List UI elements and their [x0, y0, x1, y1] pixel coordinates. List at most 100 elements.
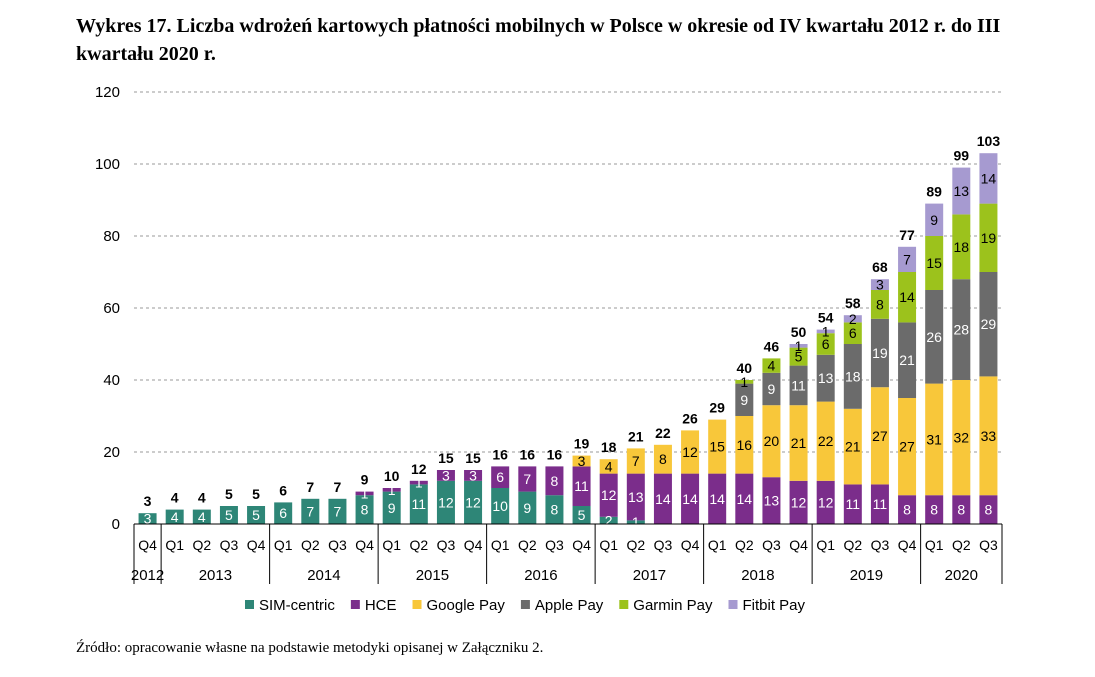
segment-label: 33 — [981, 428, 997, 444]
bar-segment-google-pay — [626, 448, 645, 474]
bar-segment-hce — [409, 480, 428, 485]
segment-label: 12 — [818, 494, 834, 510]
segment-label: 7 — [632, 453, 640, 469]
total-label: 10 — [384, 468, 400, 484]
x-tick-label: Q1 — [708, 537, 727, 553]
segment-label: 4 — [605, 458, 613, 474]
legend-swatch-google-pay — [412, 600, 422, 609]
bar-segment-sim-centric — [545, 495, 564, 524]
segment-label: 9 — [523, 500, 531, 516]
segment-label: 21 — [791, 435, 807, 451]
bar-segment-apple-pay — [789, 365, 808, 406]
bar-segment-hce — [979, 495, 998, 524]
x-tick-label: Q2 — [626, 537, 645, 553]
segment-label: 8 — [930, 502, 938, 518]
segment-label: 26 — [926, 329, 942, 345]
segment-label: 15 — [709, 439, 725, 455]
bar-segment-hce — [572, 466, 591, 506]
bar-segment-sim-centric — [301, 498, 320, 524]
bar-segment-hce — [843, 484, 862, 524]
bar-segment-garmin-pay — [843, 322, 862, 344]
year-label: 2017 — [633, 567, 666, 584]
bar-segment-sim-centric — [247, 506, 266, 524]
year-label: 2019 — [850, 567, 883, 584]
bar-segment-sim-centric — [274, 502, 293, 524]
bar-segment-sim-centric — [491, 488, 510, 524]
segment-label: 28 — [954, 322, 970, 338]
year-label: 2018 — [741, 567, 774, 584]
legend-swatch-fitbit-pay — [728, 600, 738, 609]
x-tick-label: Q3 — [328, 537, 347, 553]
bar-segment-google-pay — [653, 444, 672, 474]
bar-segment-garmin-pay — [735, 380, 754, 384]
segment-label: 20 — [764, 433, 780, 449]
x-tick-label: Q4 — [681, 537, 700, 553]
segment-label: 9 — [740, 392, 748, 408]
year-label: 2015 — [416, 567, 449, 584]
bar-segment-hce — [762, 477, 781, 524]
segment-label: 22 — [818, 433, 834, 449]
segment-label: 4 — [198, 509, 206, 525]
x-tick-label: Q1 — [165, 537, 184, 553]
y-tick-label: 100 — [95, 156, 120, 173]
segment-label: 29 — [981, 316, 997, 332]
segment-label: 3 — [442, 467, 450, 483]
segment-label: 13 — [954, 183, 970, 199]
total-label: 16 — [492, 446, 508, 462]
total-label: 15 — [438, 450, 454, 466]
bar-segment-google-pay — [681, 430, 700, 474]
segment-label: 3 — [578, 453, 586, 469]
bar-segment-fitbit-pay — [925, 203, 944, 236]
total-label: 12 — [411, 461, 427, 477]
segment-label: 9 — [768, 381, 776, 397]
legend-swatch-apple-pay — [520, 600, 530, 609]
segment-label: 13 — [628, 489, 644, 505]
bar-segment-fitbit-pay — [979, 153, 998, 204]
total-label: 15 — [465, 450, 481, 466]
total-label: 18 — [601, 439, 617, 455]
bar-segment-fitbit-pay — [870, 279, 889, 290]
segment-label: 14 — [737, 491, 753, 507]
bar-segment-sim-centric — [138, 513, 157, 524]
x-tick-label: Q2 — [518, 537, 537, 553]
bar-segment-sim-centric — [192, 509, 211, 524]
segment-label: 18 — [845, 368, 861, 384]
segment-label: 14 — [655, 491, 671, 507]
bar-segment-google-pay — [762, 405, 781, 478]
segment-label: 14 — [709, 491, 725, 507]
bar-segment-apple-pay — [898, 322, 917, 398]
bar-segment-hce — [464, 470, 483, 481]
x-tick-label: Q1 — [599, 537, 618, 553]
x-tick-label: Q4 — [789, 537, 808, 553]
x-tick-label: Q4 — [247, 537, 266, 553]
segment-label: 11 — [574, 478, 589, 494]
x-tick-label: Q2 — [301, 537, 320, 553]
bar-segment-hce — [952, 495, 971, 524]
bar-segment-garmin-pay — [952, 214, 971, 280]
segment-label: 8 — [903, 502, 911, 518]
segment-label: 8 — [876, 296, 884, 312]
total-label: 22 — [655, 425, 671, 441]
bar-segment-fitbit-pay — [952, 167, 971, 215]
segment-label: 27 — [872, 428, 888, 444]
segment-label: 15 — [926, 255, 942, 271]
x-tick-label: Q2 — [192, 537, 211, 553]
bar-segment-hce — [925, 495, 944, 524]
segment-label: 19 — [981, 230, 997, 246]
bar-segment-sim-centric — [599, 516, 618, 524]
segment-label: 12 — [438, 494, 454, 510]
segment-label: 21 — [845, 439, 861, 455]
bar-segment-google-pay — [843, 408, 862, 485]
bar-segment-fitbit-pay — [816, 329, 835, 334]
segment-label: 1 — [822, 323, 830, 339]
segment-label: 19 — [872, 345, 888, 361]
segment-label: 1 — [795, 338, 803, 354]
bar-segment-sim-centric — [165, 509, 184, 524]
total-label: 40 — [737, 360, 753, 376]
bar-segment-google-pay — [870, 387, 889, 485]
total-label: 16 — [547, 446, 563, 462]
total-label: 46 — [764, 338, 780, 354]
total-label: 19 — [574, 436, 590, 452]
segment-label: 1 — [632, 514, 640, 530]
